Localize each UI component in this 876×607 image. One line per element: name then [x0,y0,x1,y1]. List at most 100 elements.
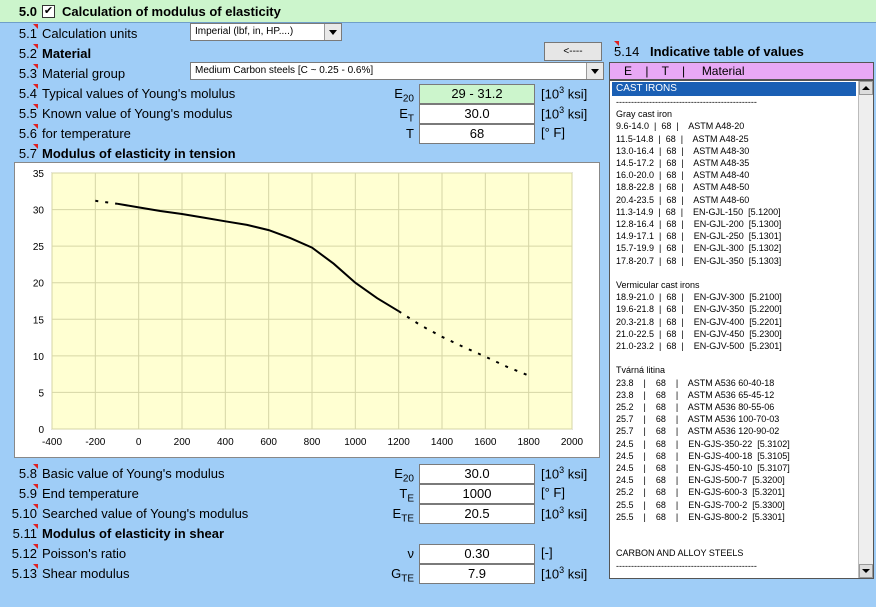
list-item[interactable]: Tvárná litina [616,365,666,376]
scroll-down-icon[interactable] [859,564,873,578]
row-value-field[interactable]: 1000 [419,484,535,504]
scroll-up-icon[interactable] [859,81,873,95]
row-unit: [° F] [541,125,565,140]
list-item[interactable]: 25.2 | 68 | ASTM A536 80-55-06 [616,402,775,412]
section-number: 5.0 [18,4,37,19]
list-item[interactable]: 11.5-14.8 | 68 | ASTM A48-25 [616,133,749,144]
row-number: 5.12 [11,546,37,561]
unit-text: [° F] [541,125,565,140]
list-item[interactable]: 20.3-21.8 | 68 | EN-GJV-400 [5.2201] [616,316,782,327]
list-item[interactable]: 17.8-20.7 | 68 | EN-GJL-350 [5.1303] [616,255,782,266]
unit-text: [10 [541,506,560,522]
row-symbol: ETE [344,506,414,525]
list-item[interactable]: 23.8 | 68 | ASTM A536 65-45-12 [616,389,775,400]
row-value-field[interactable]: 68 [419,124,535,144]
tension-modulus-chart: 0 5 10 15 20 25 30 35 -400 -200 0 200 400 600 800 1000 1… [14,162,600,458]
list-item[interactable]: 12.8-16.4 | 68 | EN-GJL-200 [5.1300] [616,219,782,229]
list-item[interactable]: 24.5 | 68 | EN-GJS-500-7 [5.3200] [616,475,785,486]
units-select[interactable]: Imperial (lbf, in, HP....) [190,23,342,41]
list-item[interactable]: 23.8 | 68 | ASTM A536 60-40-18 [616,377,775,388]
symbol-text: G [391,566,402,581]
list-item[interactable]: 14.5-17.2 | 68 | ASTM A48-35 [616,158,750,168]
unit-superscript: 3 [559,465,565,475]
list-item[interactable]: 24.5 | 68 | EN-GJS-350-22 [5.3102] [616,438,790,449]
unit-text: [10 [541,566,560,582]
row-unit: [-] [541,545,553,560]
list-item[interactable]: 25.2 | 68 | EN-GJS-600-3 [5.3201] [616,487,785,498]
x-tick-label: 1400 [431,437,454,448]
section-checkbox[interactable]: ✔ [42,5,55,18]
list-item[interactable]: 25.7 | 68 | ASTM A536 120-90-02 [616,426,780,437]
list-item[interactable]: 14.9-17.1 | 68 | EN-GJL-250 [5.1301] [616,231,782,242]
symbol-text: T [399,486,408,501]
list-item[interactable]: Vermicular cast irons [616,280,700,290]
back-button[interactable]: <---- [544,42,602,61]
unit-text: [10 [541,466,560,482]
row-label: Calculation units [42,26,138,41]
chevron-down-icon[interactable] [324,24,341,40]
values-listbox[interactable]: CAST IRONS -----------------------------… [609,80,874,579]
table-header: E | T | Material [609,62,874,80]
x-tick-label: 0 [136,437,142,448]
row-label: Poisson's ratio [42,546,127,561]
row-label: Known value of Young's modulus [42,106,233,121]
list-item[interactable]: 24.5 | 68 | EN-GJS-400-18 [5.3105] [616,450,790,461]
list-item[interactable]: 16.0-20.0 | 68 | ASTM A48-40 [616,170,750,181]
list-item[interactable]: 24.5 | 68 | EN-GJS-450-10 [5.3107] [616,463,790,473]
row-label: Shear modulus [42,566,130,581]
row-number: 5.10 [11,506,37,521]
list-item[interactable]: 13.0-16.4 | 68 | ASTM A48-30 [616,145,750,156]
unit-superscript: 3 [559,85,565,95]
unit-superscript: 3 [559,565,565,575]
row-symbol: ET [344,106,414,125]
list-item[interactable]: 11.3-14.9 | 68 | EN-GJL-150 [5.1200] [616,206,781,217]
symbol-text: E [399,106,408,121]
unit-superscript: 3 [559,505,565,515]
row-value-field[interactable]: 0.30 [419,544,535,564]
row-label: for temperature [42,126,131,141]
list-item[interactable]: 25.5 | 68 | EN-GJS-800-2 [5.3301] [616,511,785,522]
list-item[interactable]: 21.0-22.5 | 68 | EN-GJV-450 [5.2300] [616,328,782,339]
series-line [116,202,400,313]
x-tick-label: 1000 [344,437,367,448]
list-item[interactable]: 18.8-22.8 | 68 | ASTM A48-50 [616,182,750,193]
symbol-text: ν [407,546,415,561]
list-item[interactable]: 25.5 | 68 | EN-GJS-700-2 [5.3300] [616,499,785,510]
table-title: Indicative table of values [650,44,804,59]
row-value-field: 7.9 [419,564,535,584]
listbox-scrollbar[interactable] [858,81,873,578]
row-number: 5.11 [12,526,37,541]
symbol-subscript: 20 [402,93,414,105]
note-marker [33,484,38,489]
unit-text-suffix: ksi] [564,506,588,522]
note-marker [33,144,38,149]
list-item[interactable]: 18.9-21.0 | 68 | EN-GJV-300 [5.2100] [616,292,782,303]
list-item[interactable]: 25.7 | 68 | ASTM A536 100-70-03 [616,414,780,425]
list-item[interactable]: Gray cast iron [616,109,673,120]
x-tick-label: 1800 [518,437,541,448]
material-group-select[interactable]: Medium Carbon steels [C ~ 0.25 - 0.6%] [190,62,604,80]
row-label: Modulus of elasticity in shear [42,526,225,541]
x-tick-label: 1200 [388,437,411,448]
list-item[interactable]: 19.6-21.8 | 68 | EN-GJV-350 [5.2200] [616,304,782,315]
list-item[interactable]: 20.4-23.5 | 68 | ASTM A48-60 [616,194,750,205]
list-item-selected[interactable]: CAST IRONS [612,82,856,96]
list-item[interactable]: 15.7-19.9 | 68 | EN-GJL-300 [5.1302] [616,243,782,254]
x-tick-label: 400 [217,437,234,448]
row-unit: [103 ksi] [541,85,587,101]
list-item[interactable]: 9.6-14.0 | 68 | ASTM A48-20 [616,121,745,132]
unit-text: [° F] [541,485,565,500]
list-item[interactable]: CARBON AND ALLOY STEELS [616,548,744,559]
list-item[interactable]: ----------------------------------------… [616,97,757,107]
chevron-down-icon[interactable] [586,63,603,79]
row-value-field: 20.5 [419,504,535,524]
row-value-field[interactable]: 30.0 [419,104,535,124]
symbol-text: E [392,506,402,521]
table-number: 5.14 [614,44,640,59]
section-header: 5.0 ✔ Calculation of modulus of elastici… [0,0,876,23]
row-label: Searched value of Young's modulus [42,506,249,521]
unit-text: [-] [541,545,553,560]
y-tick-label: 30 [33,206,45,217]
list-item[interactable]: ----------------------------------------… [616,560,757,571]
list-item[interactable]: 21.0-23.2 | 68 | EN-GJV-500 [5.2301] [616,341,782,351]
